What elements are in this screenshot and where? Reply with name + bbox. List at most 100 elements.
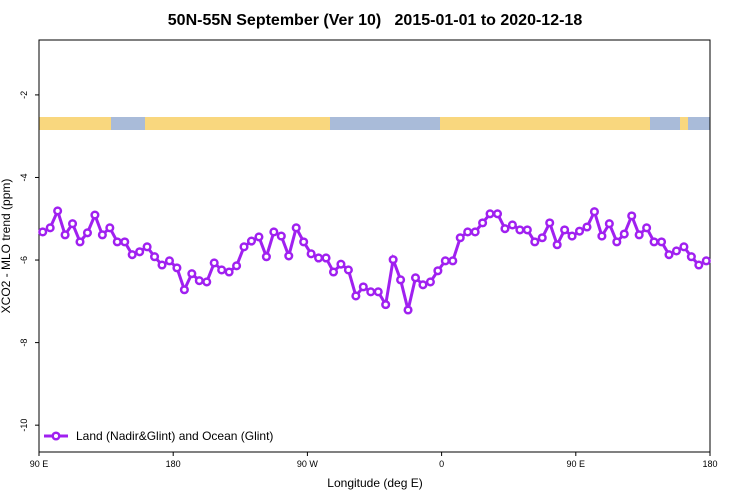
data-point	[150, 252, 160, 262]
data-point	[105, 223, 115, 233]
data-point	[388, 255, 398, 265]
data-point	[373, 287, 383, 297]
data-point	[343, 265, 353, 275]
data-point	[202, 277, 212, 287]
data-point	[97, 230, 107, 240]
y-tick-label: -8	[19, 339, 29, 347]
data-point	[291, 223, 301, 233]
data-point	[299, 237, 309, 247]
data-point	[351, 291, 361, 301]
x-tick-label: 180	[702, 459, 717, 469]
data-point	[284, 251, 294, 261]
data-point	[500, 224, 510, 234]
data-point	[396, 275, 406, 285]
land	[39, 117, 111, 130]
data-point	[60, 230, 70, 240]
data-point	[634, 230, 644, 240]
data-point	[45, 223, 55, 233]
legend-label: Land (Nadir&Glint) and Ocean (Glint)	[76, 429, 273, 443]
data-point	[410, 273, 421, 283]
data-point	[38, 227, 48, 237]
data-point	[582, 222, 592, 232]
land	[680, 117, 688, 130]
data-point	[82, 228, 93, 238]
data-point	[224, 267, 234, 277]
data-point	[425, 277, 435, 287]
data-point	[463, 227, 473, 237]
x-tick-label: 90 W	[297, 459, 319, 469]
x-tick-label: 180	[166, 459, 181, 469]
data-point	[627, 211, 637, 221]
data-point	[589, 207, 599, 217]
data-point	[552, 240, 562, 250]
data-point	[90, 210, 100, 220]
y-tick-label: -2	[19, 91, 29, 99]
data-point	[366, 287, 376, 297]
data-point	[75, 237, 85, 247]
data-point	[194, 276, 204, 286]
data-point	[112, 237, 122, 247]
data-point	[403, 305, 413, 315]
data-point	[179, 285, 189, 295]
data-point	[455, 233, 465, 243]
data-point	[336, 259, 346, 269]
data-point	[433, 266, 443, 276]
land	[440, 117, 650, 130]
data-point	[381, 300, 391, 310]
chart-title: 50N-55N September (Ver 10) 2015-01-01 to…	[168, 12, 583, 29]
data-point	[209, 258, 219, 268]
data-point	[679, 242, 689, 252]
data-point	[597, 231, 607, 241]
data-point	[120, 237, 130, 247]
data-point	[448, 256, 458, 266]
data-point	[522, 225, 532, 235]
x-axis-label: Longitude (deg E)	[327, 476, 422, 490]
data-point	[492, 209, 503, 219]
data-point	[172, 263, 182, 273]
data-point	[478, 218, 488, 228]
data-point	[694, 260, 704, 270]
data-point	[127, 250, 137, 260]
data-point	[664, 250, 674, 260]
data-point	[314, 253, 324, 263]
data-point	[254, 232, 264, 242]
data-point	[187, 269, 197, 279]
data-point	[232, 261, 242, 271]
data-point	[440, 256, 450, 266]
data-point	[157, 260, 167, 270]
data-point	[269, 227, 279, 237]
data-point	[321, 253, 331, 263]
x-tick-label: 90 E	[567, 459, 586, 469]
data-point	[276, 231, 286, 241]
data-point	[567, 231, 577, 241]
data-point	[656, 237, 667, 247]
data-point	[649, 237, 659, 247]
data-point	[217, 265, 227, 275]
data-point	[261, 252, 271, 262]
data-point	[135, 247, 145, 257]
data-point	[239, 242, 249, 252]
data-point	[53, 206, 63, 216]
data-point	[612, 237, 622, 247]
data-point	[485, 209, 495, 219]
data-point	[560, 225, 570, 235]
data-point	[470, 227, 480, 237]
legend-marker	[51, 431, 61, 441]
y-axis-label: XCO2 - MLO trend (ppm)	[0, 179, 13, 314]
data-point	[604, 219, 614, 229]
land	[145, 117, 330, 130]
x-tick-label: 90 E	[30, 459, 49, 469]
plot-frame	[38, 39, 711, 453]
data-point	[142, 242, 152, 252]
land-ocean-strip	[39, 117, 710, 130]
data-point	[642, 223, 652, 233]
data-point	[701, 256, 711, 266]
data-point	[358, 282, 368, 292]
data-point	[574, 226, 585, 236]
data-point	[515, 225, 525, 235]
y-tick-label: -10	[19, 419, 29, 432]
y-tick-label: -4	[19, 173, 29, 181]
data-point	[537, 233, 547, 243]
